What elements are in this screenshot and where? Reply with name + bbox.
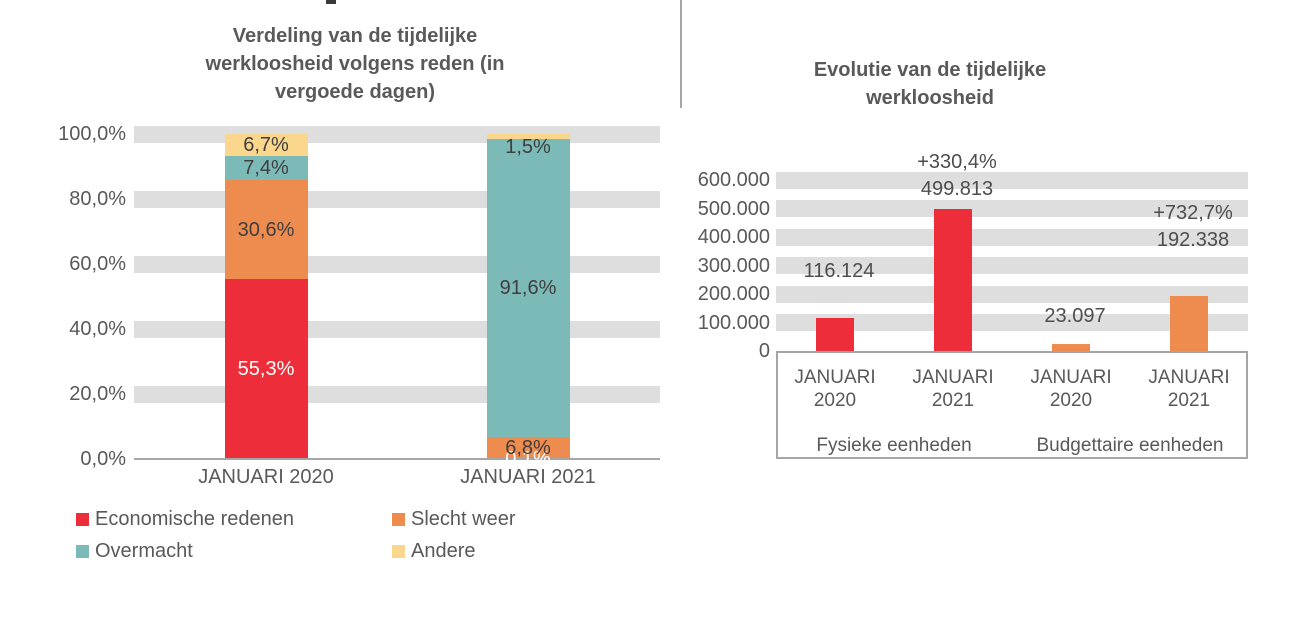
y-axis-tick-label: 400.000 — [697, 226, 770, 248]
bar-value-annotation: +330,4% 499.813 — [917, 150, 997, 200]
group-label: Fysieke eenheden — [816, 435, 972, 456]
bar-segment-label: 7,4% — [243, 156, 289, 179]
grid-band — [776, 228, 1248, 246]
bar-segment — [224, 155, 308, 180]
cropped-edge-artifact — [326, 0, 336, 4]
legend-swatch — [76, 544, 89, 558]
y-axis-tick-label: 100.000 — [697, 311, 770, 334]
grouped-bar-chart: 600.000 500.000 400.000 300.000 200.000 100.0… — [680, 0, 1299, 624]
y-axis-tick-label: 20,0% — [69, 383, 126, 405]
legend-item: Slecht weer — [392, 507, 516, 531]
bar — [934, 208, 972, 351]
x-axis-line — [134, 458, 660, 460]
x-category-label: JANUARI 2021 — [912, 367, 994, 411]
bar — [1170, 296, 1208, 351]
y-axis-tick-label: 40,0% — [69, 318, 126, 340]
y-axis-tick-label: 0,0% — [80, 448, 126, 470]
bar-segment-label: 30,6% — [237, 218, 295, 241]
x-category-label: JANUARI 2020 — [198, 466, 334, 488]
bar-value-annotation: +732,7% 192.338 — [1153, 202, 1233, 252]
y-axis-tick-label: 600.000 — [697, 169, 770, 191]
bar-segment — [224, 134, 308, 156]
x-category-label: JANUARI 2020 — [794, 367, 876, 411]
legend-swatch — [392, 512, 405, 526]
legend-swatch — [76, 512, 89, 526]
left-chart-title: Verdeling van de tijdelijke werkloosheid… — [205, 25, 505, 103]
grid-band — [134, 255, 660, 273]
bar-segment-label: 91,6% — [499, 276, 557, 299]
stacked-bar-chart: 100,0% 80,0% 60,0% 40,0% 20,0% 0,0% 55,3% 30,6%… — [58, 123, 660, 563]
grid-band — [776, 200, 1248, 217]
bar-segment — [486, 134, 570, 139]
bar-segment — [224, 279, 308, 459]
group-divider — [680, 0, 682, 108]
bar-segment-label: 0,1% — [505, 447, 551, 470]
x-category-label: JANUARI 2021 — [1148, 367, 1230, 411]
legend-label: Slecht weer — [411, 507, 516, 530]
bar-segment-label: 6,7% — [243, 133, 289, 156]
y-axis-tick-label: 60,0% — [69, 253, 126, 275]
right-chart-title: Evolutie van de tijdelijke werkloosheid — [813, 59, 1047, 109]
y-axis-tick-label: 300.000 — [697, 254, 770, 277]
y-axis-tick-label: 100,0% — [58, 123, 126, 145]
legend-item: Overmacht — [76, 539, 193, 563]
y-axis-tick-label: 500.000 — [697, 197, 770, 220]
bar-value-annotation: 23.097 — [1044, 305, 1106, 328]
bar — [816, 317, 854, 351]
grid-band — [134, 320, 660, 338]
y-axis-tick-label: 200.000 — [697, 283, 770, 305]
bar-segment-label: 6,8% — [505, 436, 551, 459]
category-box — [776, 351, 1248, 459]
group-label: Budgettaire eenheden — [1036, 435, 1224, 456]
grid-band — [776, 314, 1248, 331]
legend-item: Andere — [392, 539, 476, 563]
bar-segment — [486, 436, 570, 459]
bar-segment — [224, 179, 308, 280]
legend-swatch — [392, 544, 405, 558]
bar-segment-label: 1,5% — [505, 136, 551, 158]
grid-band — [134, 385, 660, 403]
legend-label: Economische redenen — [95, 507, 295, 530]
bar-segment-label: 55,3% — [237, 358, 295, 381]
grid-band — [776, 285, 1248, 303]
legend-item: Economische redenen — [76, 507, 294, 531]
grid-band — [134, 190, 660, 208]
bar — [1052, 344, 1090, 351]
x-category-label: JANUARI 2021 — [460, 466, 596, 488]
bar-segment — [486, 138, 570, 437]
grid-band — [776, 171, 1248, 189]
y-axis-tick-label: 0 — [758, 340, 770, 362]
legend-label: Overmacht — [95, 539, 193, 562]
y-axis-tick-label: 80,0% — [69, 188, 126, 210]
bar-value-annotation: 116.124 — [803, 259, 875, 282]
x-category-label: JANUARI 2020 — [1030, 367, 1112, 411]
grid-band — [776, 257, 1248, 274]
legend-label: Andere — [411, 539, 476, 562]
